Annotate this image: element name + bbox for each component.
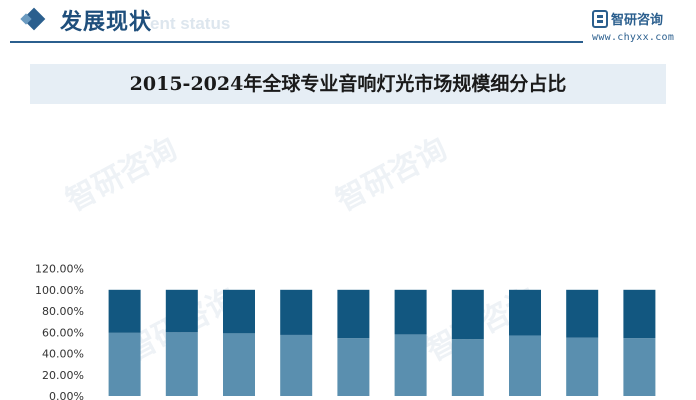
page-header: ent status 发展现状 智研咨询 www.chyxx.com — [0, 0, 696, 48]
y-tick-label: 100.00% — [35, 284, 84, 297]
bar-segment-top — [108, 289, 141, 333]
y-tick-label: 60.00% — [42, 326, 84, 339]
bar-segment-top — [280, 289, 313, 335]
brand-name: 智研咨询 — [611, 13, 664, 28]
bar-segment-bottom — [566, 337, 599, 396]
chart-title: 2015-2024年全球专业音响灯光市场规模细分占比 — [129, 73, 567, 95]
brand-url: www.chyxx.com — [592, 32, 675, 43]
bar-segment-top — [394, 289, 427, 335]
section-subtitle: ent status — [150, 14, 231, 33]
y-tick-label: 20.00% — [42, 369, 84, 382]
bar-segment-bottom — [451, 339, 484, 396]
header-divider — [10, 41, 583, 43]
bar-segment-bottom — [165, 332, 198, 396]
bar-segment-top — [451, 289, 484, 340]
y-tick-label: 80.00% — [42, 305, 84, 318]
chart-title-bar: 2015-2024年全球专业音响灯光市场规模细分占比 — [30, 64, 666, 104]
bar-segment-bottom — [223, 333, 255, 396]
brand: 智研咨询 www.chyxx.com — [592, 10, 692, 44]
bar-segment-bottom — [280, 334, 313, 396]
bar-segment-top — [337, 289, 370, 339]
bar-segment-top — [623, 289, 656, 339]
brand-logo-icon — [592, 10, 608, 28]
bar-segment-bottom — [623, 338, 656, 396]
bar-segment-bottom — [394, 334, 427, 396]
section-title: 发展现状 — [60, 10, 153, 35]
bar-segment-bottom — [337, 338, 370, 396]
bar-segment-bottom — [509, 335, 541, 396]
y-tick-label: 120.00% — [35, 263, 84, 276]
bar-segment-bottom — [108, 332, 141, 396]
y-tick-label: 40.00% — [42, 348, 84, 361]
y-tick-label: 0.00% — [49, 390, 84, 400]
bar-segment-top — [509, 289, 541, 336]
bar-segment-top — [566, 289, 599, 338]
bar-segment-top — [165, 289, 198, 333]
bar-segment-top — [223, 289, 255, 334]
